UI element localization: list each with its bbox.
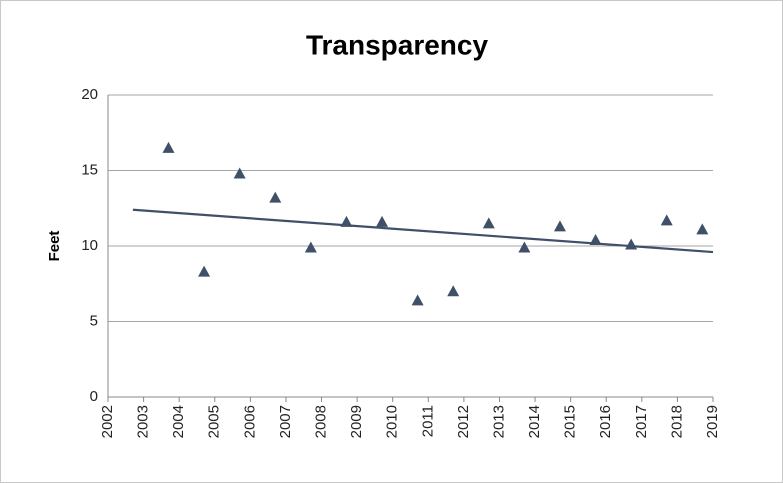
point (518, 241, 531, 253)
trendline (132, 208, 714, 254)
point (660, 214, 673, 226)
x-tick-label: 2003 (135, 405, 152, 438)
chart-title: Transparency (306, 29, 489, 60)
point (376, 215, 389, 227)
x-tick-label: 2012 (455, 405, 472, 438)
x-tick-label: 2016 (597, 405, 614, 438)
x-tick-label: 2014 (526, 405, 543, 438)
y-axis-label: Feet (46, 231, 63, 262)
point (447, 285, 460, 297)
y-tick-label: 15 (81, 161, 98, 178)
x-tick-label: 2009 (348, 405, 365, 438)
x-tick-label: 2004 (170, 405, 187, 438)
x-tick-label: 2017 (633, 405, 650, 438)
point (304, 241, 317, 253)
x-tick-label: 2011 (419, 405, 436, 437)
y-tick-label: 10 (81, 237, 98, 254)
point (198, 265, 211, 277)
y-tick-label: 5 (90, 312, 98, 329)
x-tick-label: 2019 (704, 405, 721, 438)
x-tick-label: 2013 (490, 405, 507, 438)
x-tick-label: 2005 (206, 405, 223, 438)
point (269, 191, 282, 203)
x-tick-label: 2018 (668, 405, 685, 438)
x-tick-label: 2002 (99, 405, 116, 438)
y-tick-label: 20 (81, 86, 98, 103)
point (233, 167, 246, 179)
x-tick-label: 2007 (277, 405, 294, 438)
point (553, 220, 566, 232)
point (162, 141, 175, 153)
x-tick-label: 2008 (312, 405, 329, 438)
point (411, 294, 424, 306)
y-tick-label: 0 (90, 388, 98, 405)
point (482, 217, 495, 229)
x-tick-label: 2015 (562, 405, 579, 438)
x-tick-label: 2006 (241, 405, 258, 438)
x-tick-label: 2010 (384, 405, 401, 438)
point (696, 223, 709, 235)
